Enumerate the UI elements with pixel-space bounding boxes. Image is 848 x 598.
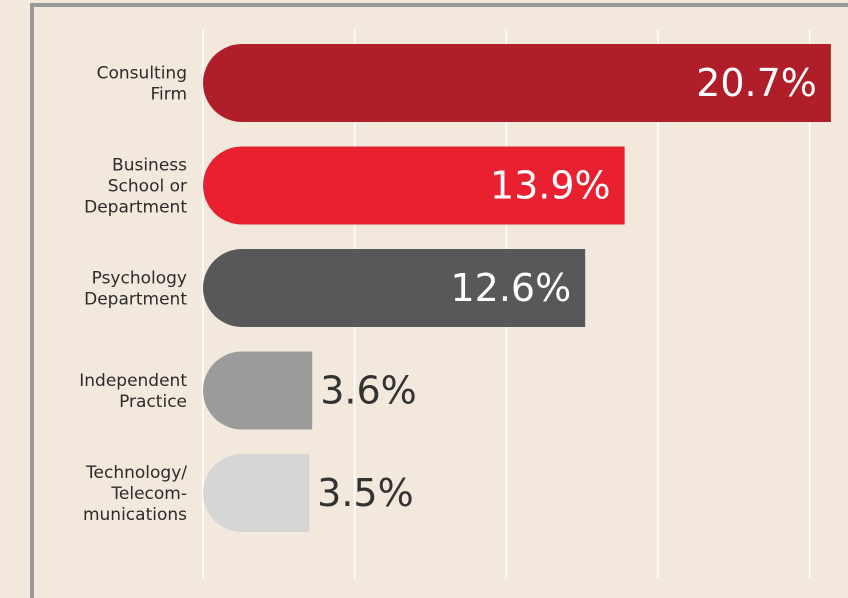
category-label: Psychology Department	[84, 269, 187, 310]
bar	[203, 249, 586, 327]
value-label: 12.6%	[450, 266, 571, 310]
category-label: Independent Practice	[79, 371, 187, 412]
category-label: Consulting Firm	[97, 64, 187, 105]
bar	[203, 146, 625, 225]
category-label: Business School or Department	[84, 156, 187, 218]
value-label: 3.5%	[317, 471, 414, 515]
value-label: 20.7%	[696, 61, 817, 105]
value-label: 3.6%	[320, 369, 417, 413]
bar	[203, 454, 310, 532]
bar	[203, 351, 313, 430]
bar	[203, 44, 831, 122]
category-label: Technology/Telecom-munications	[83, 463, 187, 525]
value-label: 13.9%	[490, 164, 611, 208]
